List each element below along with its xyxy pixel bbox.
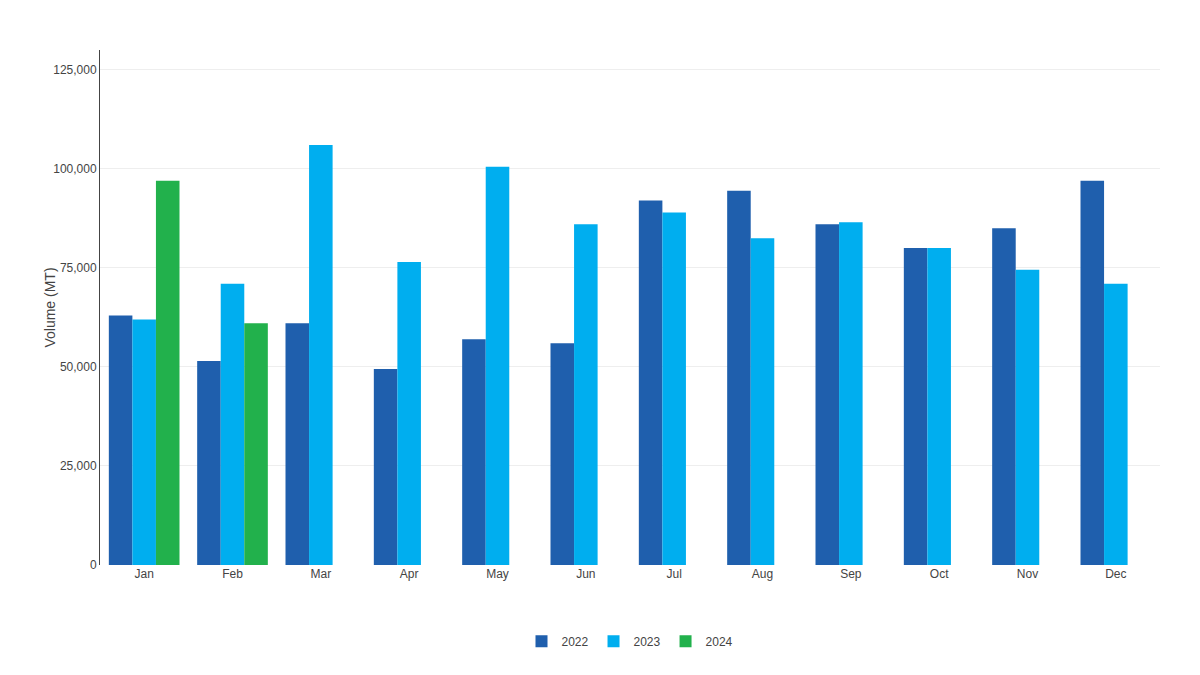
svg-text:Jul: Jul bbox=[666, 567, 681, 581]
svg-text:0: 0 bbox=[90, 558, 97, 572]
svg-text:2023: 2023 bbox=[634, 635, 661, 649]
svg-text:100,000: 100,000 bbox=[53, 162, 97, 176]
svg-text:Apr: Apr bbox=[400, 567, 419, 581]
svg-text:Jun: Jun bbox=[576, 567, 595, 581]
svg-text:125,000: 125,000 bbox=[53, 63, 97, 77]
svg-text:Sep: Sep bbox=[840, 567, 862, 581]
svg-text:Mar: Mar bbox=[310, 567, 331, 581]
svg-text:2022: 2022 bbox=[562, 635, 589, 649]
svg-text:Feb: Feb bbox=[222, 567, 243, 581]
svg-text:Nov: Nov bbox=[1017, 567, 1038, 581]
svg-text:Aug: Aug bbox=[752, 567, 773, 581]
svg-text:25,000: 25,000 bbox=[60, 459, 97, 473]
svg-text:Oct: Oct bbox=[930, 567, 949, 581]
svg-text:2024: 2024 bbox=[706, 635, 733, 649]
svg-text:Jan: Jan bbox=[134, 567, 153, 581]
svg-text:50,000: 50,000 bbox=[60, 360, 97, 374]
svg-text:Volume (MT): Volume (MT) bbox=[42, 267, 58, 347]
svg-text:Dec: Dec bbox=[1105, 567, 1126, 581]
svg-text:May: May bbox=[486, 567, 509, 581]
svg-text:75,000: 75,000 bbox=[60, 261, 97, 275]
